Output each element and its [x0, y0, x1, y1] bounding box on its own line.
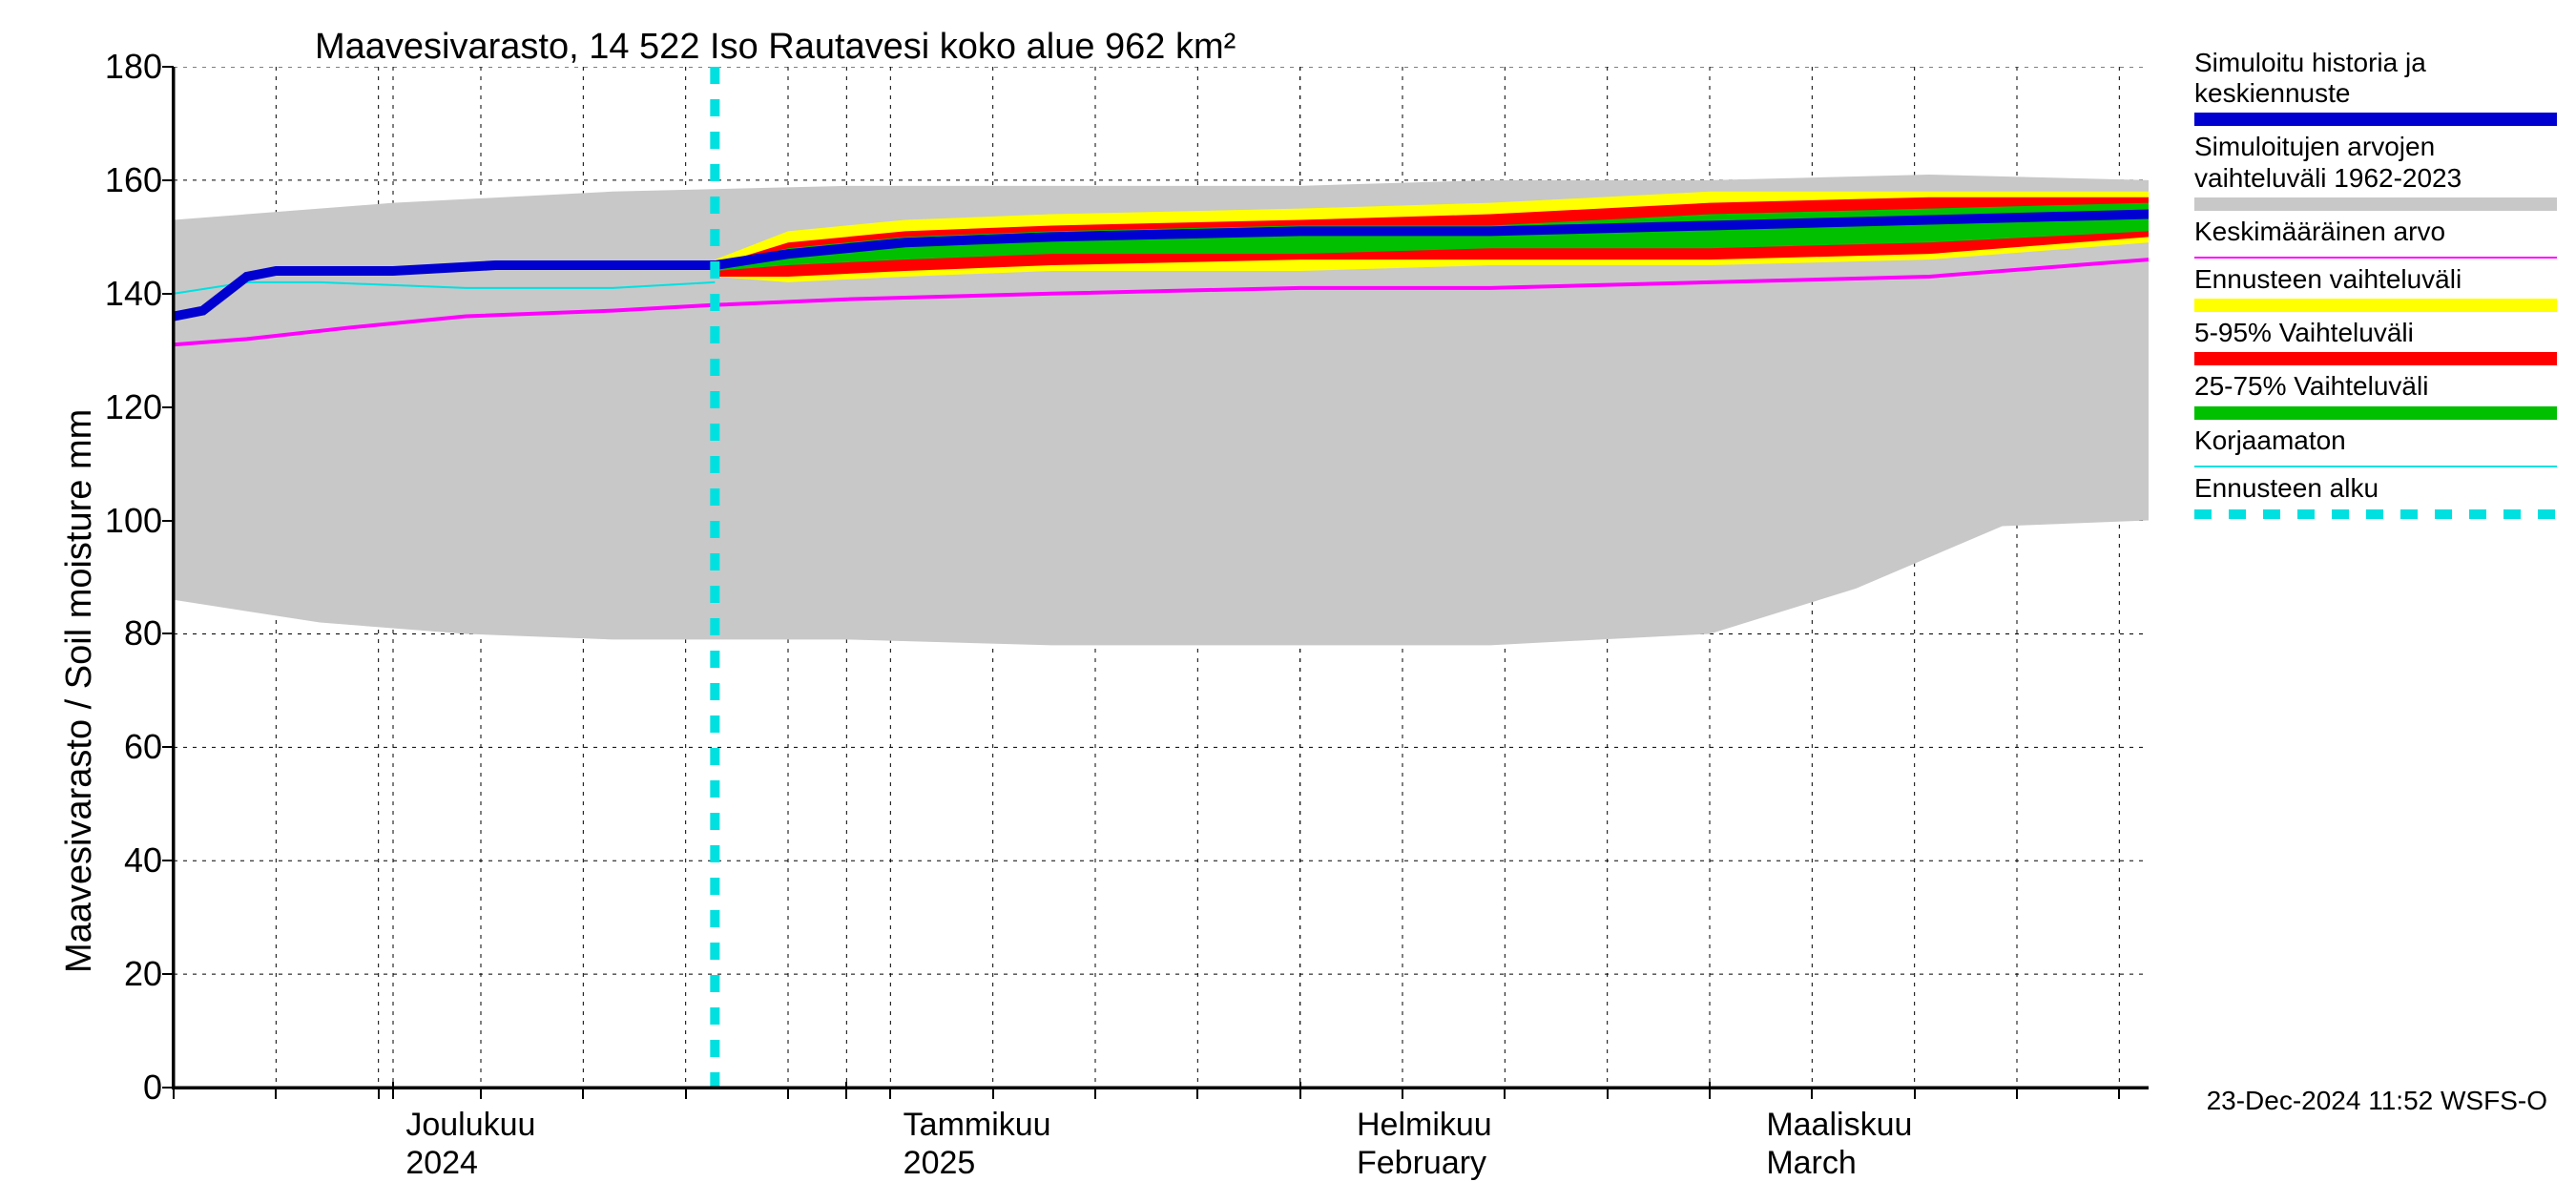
- legend-text: keskiennuste: [2194, 78, 2557, 109]
- y-tick-label: 20: [10, 954, 162, 994]
- legend-item: Korjaamaton: [2194, 425, 2557, 467]
- legend-item: Simuloitu historia jakeskiennuste: [2194, 48, 2557, 126]
- chart-container: Maavesivarasto, 14 522 Iso Rautavesi kok…: [0, 0, 2576, 1145]
- y-tick-label: 140: [10, 274, 162, 314]
- y-tick-label: 0: [10, 1068, 162, 1108]
- x-month-label: Helmikuu: [1357, 1107, 1492, 1144]
- legend-item: 5-95% Vaihteluväli: [2194, 318, 2557, 365]
- x-year-label: 2024: [405, 1145, 478, 1182]
- legend: Simuloitu historia jakeskiennusteSimuloi…: [2194, 48, 2557, 525]
- legend-text: 5-95% Vaihteluväli: [2194, 318, 2557, 348]
- y-tick-label: 160: [10, 160, 162, 200]
- legend-item: Simuloitujen arvojenvaihteluväli 1962-20…: [2194, 132, 2557, 210]
- y-tick-label: 180: [10, 47, 162, 87]
- x-year-label: February: [1357, 1145, 1486, 1182]
- y-tick-label: 120: [10, 387, 162, 427]
- footer-timestamp: 23-Dec-2024 11:52 WSFS-O: [2207, 1086, 2547, 1116]
- legend-text: vaihteluväli 1962-2023: [2194, 163, 2557, 194]
- legend-swatch: [2194, 509, 2557, 519]
- y-tick-label: 80: [10, 613, 162, 653]
- legend-text: 25-75% Vaihteluväli: [2194, 371, 2557, 402]
- legend-swatch: [2194, 299, 2557, 312]
- legend-item: Keskimääräinen arvo: [2194, 217, 2557, 259]
- legend-item: 25-75% Vaihteluväli: [2194, 371, 2557, 419]
- legend-text: Ennusteen vaihteluväli: [2194, 264, 2557, 295]
- legend-text: Korjaamaton: [2194, 425, 2557, 456]
- legend-swatch: [2194, 352, 2557, 365]
- legend-swatch: [2194, 406, 2557, 420]
- legend-swatch: [2194, 197, 2557, 211]
- y-tick-label: 60: [10, 727, 162, 767]
- legend-swatch: [2194, 113, 2557, 126]
- legend-text: Simuloitujen arvojen: [2194, 132, 2557, 162]
- legend-item: Ennusteen alku: [2194, 473, 2557, 519]
- legend-text: Simuloitu historia ja: [2194, 48, 2557, 78]
- x-year-label: 2025: [904, 1145, 976, 1182]
- legend-item: Ennusteen vaihteluväli: [2194, 264, 2557, 312]
- x-year-label: March: [1766, 1145, 1856, 1182]
- legend-swatch: [2194, 466, 2557, 467]
- y-tick-label: 100: [10, 501, 162, 541]
- x-month-label: Tammikuu: [904, 1107, 1051, 1144]
- x-month-label: Maaliskuu: [1766, 1107, 1912, 1144]
- legend-text: Ennusteen alku: [2194, 473, 2557, 504]
- plot-area: [172, 67, 2149, 1089]
- x-month-label: Joulukuu: [405, 1107, 535, 1144]
- chart-title: Maavesivarasto, 14 522 Iso Rautavesi kok…: [315, 27, 1236, 68]
- legend-swatch: [2194, 257, 2557, 259]
- y-tick-label: 40: [10, 840, 162, 881]
- legend-text: Keskimääräinen arvo: [2194, 217, 2557, 247]
